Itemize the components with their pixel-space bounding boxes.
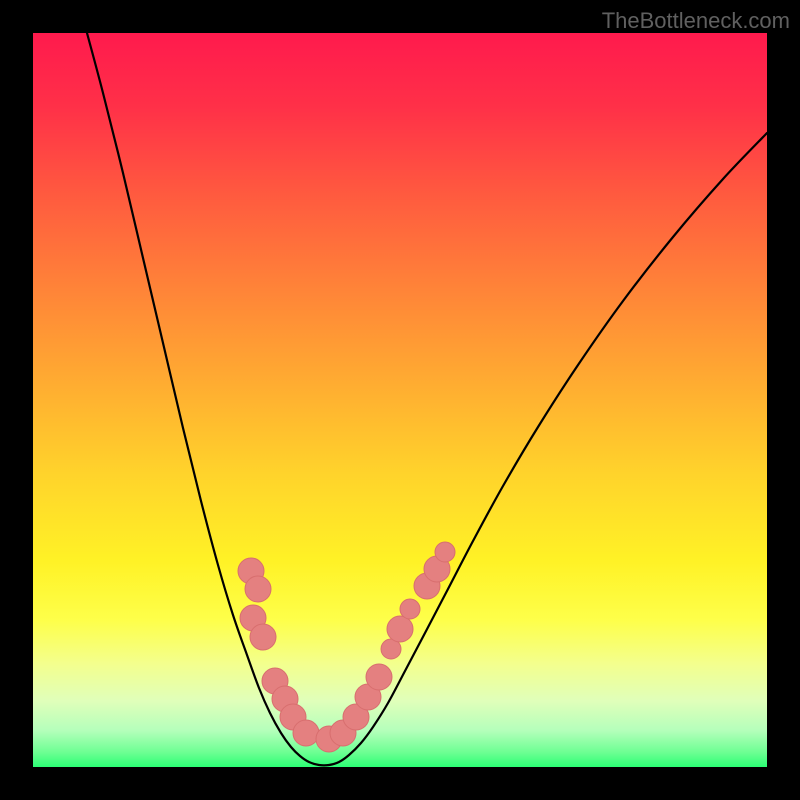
chart-frame: TheBottleneck.com xyxy=(0,0,800,800)
bead-marker xyxy=(400,599,420,619)
bead-marker xyxy=(366,664,392,690)
gradient-panel xyxy=(33,33,767,767)
bead-marker xyxy=(250,624,276,650)
bead-marker xyxy=(245,576,271,602)
bead-marker xyxy=(387,616,413,642)
bead-marker xyxy=(293,720,319,746)
bead-marker xyxy=(435,542,455,562)
chart-svg xyxy=(0,0,800,800)
watermark-text: TheBottleneck.com xyxy=(602,8,790,34)
plot-group xyxy=(33,33,767,767)
